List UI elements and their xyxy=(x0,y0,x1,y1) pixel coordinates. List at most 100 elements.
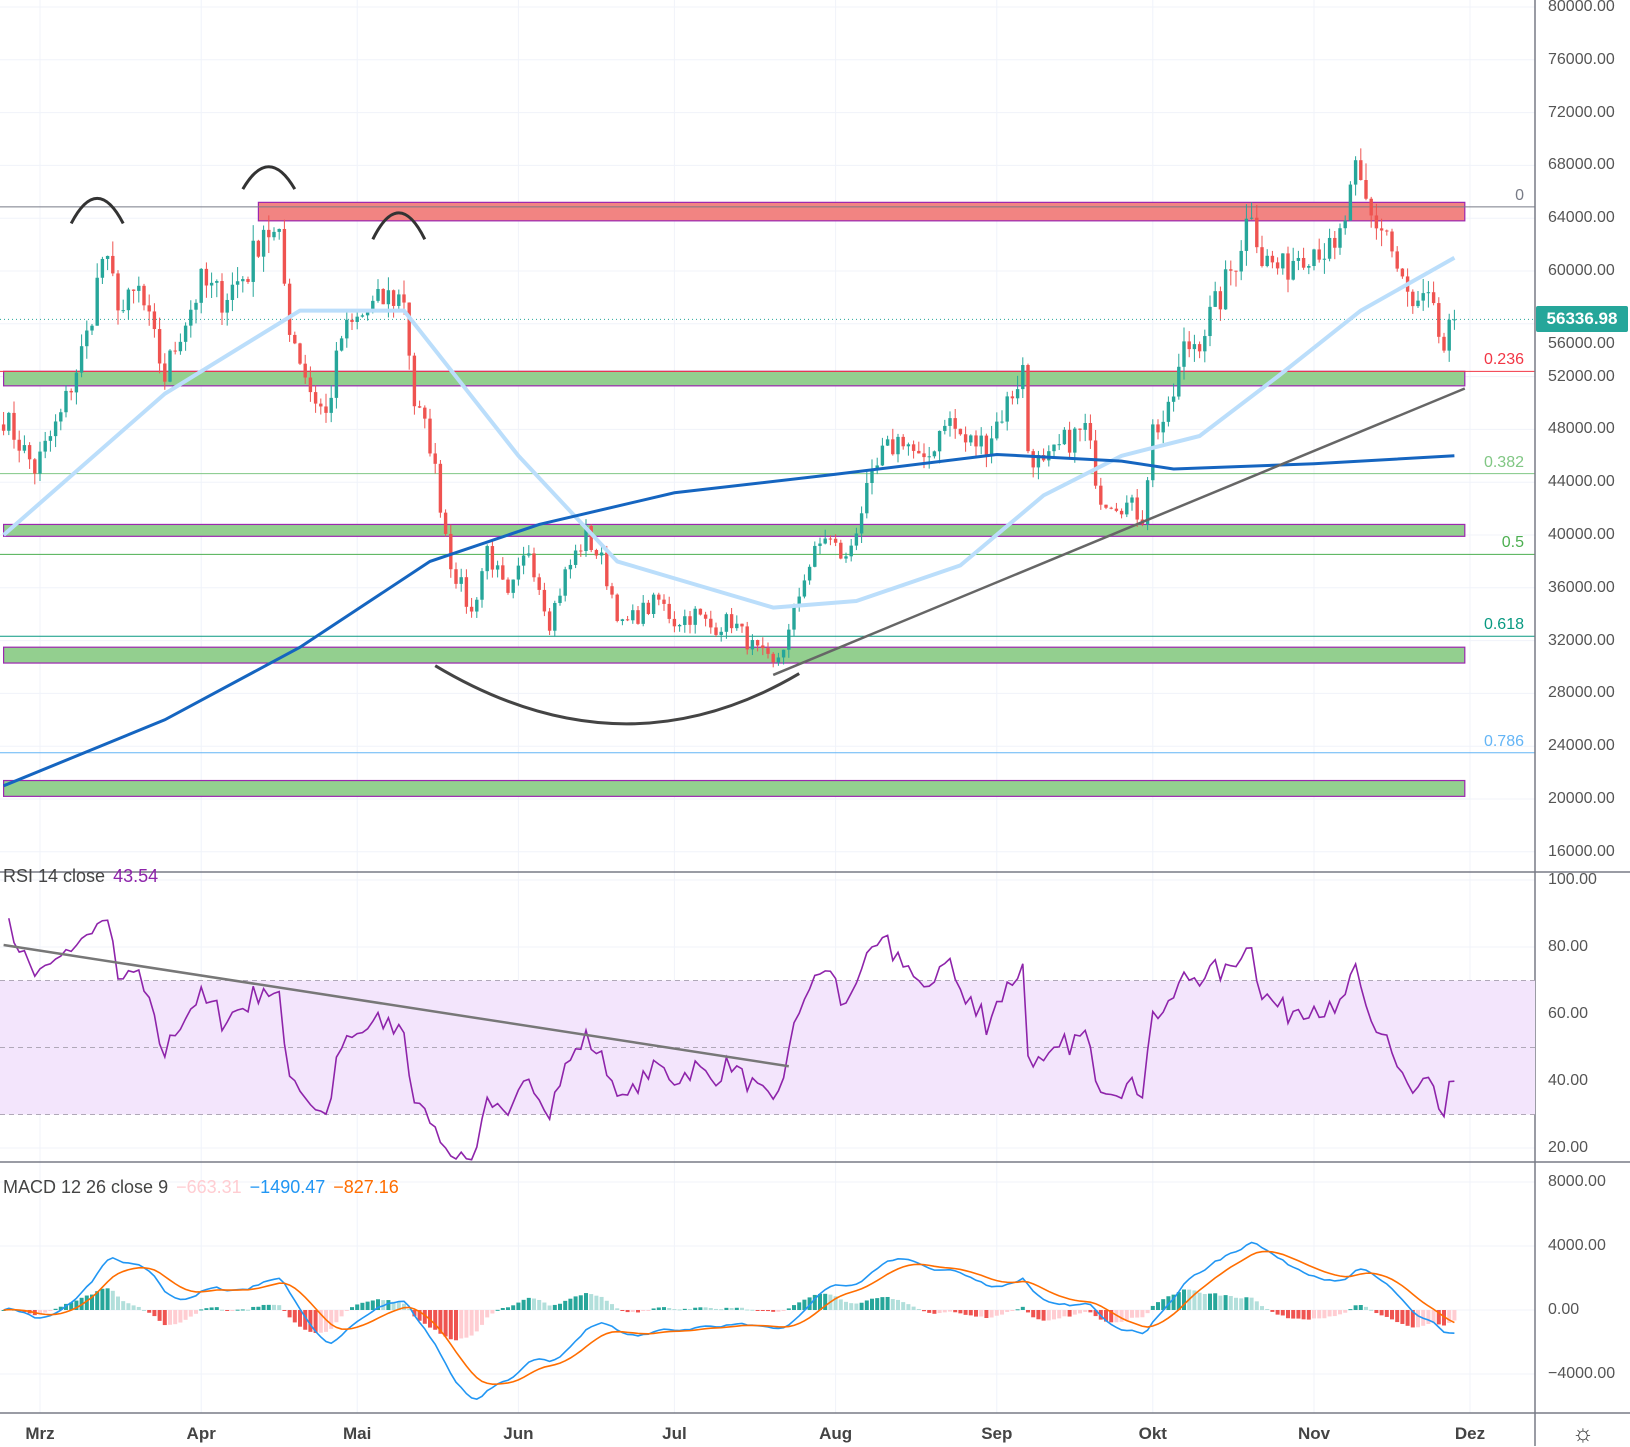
candle-body xyxy=(1317,249,1321,260)
candle-body xyxy=(225,299,229,313)
macd-histogram-bar xyxy=(1026,1310,1030,1313)
rsi-line xyxy=(8,918,1455,1161)
macd-histogram-bar xyxy=(693,1307,698,1310)
candle-body xyxy=(958,428,963,435)
macd-histogram-bar xyxy=(1005,1310,1010,1312)
candle-body xyxy=(230,284,235,300)
candle xyxy=(761,637,765,656)
candle xyxy=(261,225,266,272)
macd-histogram-bar xyxy=(422,1310,427,1324)
candle-body xyxy=(745,626,749,650)
rsi-axis-label: 100.00 xyxy=(1548,871,1597,888)
macd-histogram-bar xyxy=(563,1300,568,1310)
candle xyxy=(163,353,167,390)
candle xyxy=(469,597,474,618)
macd-histogram-bar xyxy=(204,1308,209,1310)
candle xyxy=(719,627,723,642)
macd-histogram-bar xyxy=(1140,1310,1145,1318)
candle-body xyxy=(573,550,578,565)
macd-histogram-bar xyxy=(1192,1290,1197,1310)
candle-body xyxy=(85,330,89,347)
candle xyxy=(709,610,713,634)
candle xyxy=(7,411,11,436)
candle xyxy=(1249,202,1254,220)
candle-body xyxy=(1400,268,1405,277)
macd-histogram-bar xyxy=(168,1310,172,1325)
candle xyxy=(537,573,541,596)
macd-histogram-bar xyxy=(131,1305,136,1310)
macd-histogram-bar xyxy=(885,1296,890,1310)
candle-body xyxy=(693,608,697,625)
macd-histogram-bar xyxy=(537,1299,542,1310)
macd-histogram-bar xyxy=(849,1303,854,1310)
candle xyxy=(958,428,963,436)
candle xyxy=(729,608,734,634)
candle-body xyxy=(1119,510,1124,515)
macd-histogram-bar xyxy=(974,1310,978,1317)
candle-body xyxy=(433,453,437,464)
candle xyxy=(1099,477,1103,510)
candle-body xyxy=(365,310,370,316)
macd-histogram-bar xyxy=(417,1310,422,1321)
candle xyxy=(131,289,136,304)
candle xyxy=(532,547,536,582)
candle-body xyxy=(750,640,755,650)
macd-histogram-bar xyxy=(256,1306,261,1310)
candle-body xyxy=(1109,507,1113,509)
macd-histogram-bar xyxy=(1078,1310,1082,1314)
candle-body xyxy=(277,228,281,232)
candle xyxy=(563,566,567,602)
macd-histogram-bar xyxy=(1213,1293,1218,1310)
candle xyxy=(287,278,292,342)
macd-histogram-bar xyxy=(604,1300,609,1310)
candle xyxy=(485,544,489,580)
candle xyxy=(672,611,677,633)
candle-body xyxy=(1010,396,1015,399)
candle-body xyxy=(1156,424,1160,433)
candle xyxy=(215,279,219,298)
price-zone xyxy=(2,523,1466,537)
candle-body xyxy=(979,435,983,447)
candle-body xyxy=(1057,444,1061,446)
candle xyxy=(1234,270,1238,287)
candle xyxy=(1073,426,1077,463)
candle xyxy=(1296,250,1301,271)
candle-body xyxy=(610,586,614,595)
price-axis-label: 32000.00 xyxy=(1548,631,1615,649)
candle xyxy=(1078,428,1082,442)
candle-body xyxy=(116,273,120,311)
candle-body xyxy=(469,606,474,612)
candle xyxy=(147,294,151,326)
macd-histogram-bar xyxy=(469,1310,474,1336)
settings-icon[interactable]: ☼ xyxy=(1572,1420,1594,1447)
candle xyxy=(1203,329,1207,363)
candle xyxy=(126,287,131,320)
candle-body xyxy=(100,258,105,278)
macd-histogram-bar xyxy=(464,1310,469,1338)
macd-histogram-bar xyxy=(246,1309,250,1311)
macd-histogram-bar xyxy=(740,1307,744,1310)
candle-body xyxy=(53,421,58,437)
candle xyxy=(121,299,125,314)
macd-histogram-bar xyxy=(989,1310,994,1318)
candle xyxy=(917,441,921,454)
candle-body xyxy=(454,569,458,584)
macd-histogram-bar xyxy=(922,1310,926,1312)
price-axis-label: 64000.00 xyxy=(1548,209,1615,227)
candle-body xyxy=(1322,258,1327,260)
candle-body xyxy=(313,392,318,404)
candle xyxy=(1369,196,1373,228)
macd-axis-label: 8000.00 xyxy=(1548,1173,1606,1190)
macd-histogram-bar xyxy=(474,1310,479,1332)
candle-body xyxy=(215,281,219,283)
macd-histogram-bar xyxy=(682,1308,687,1310)
candle xyxy=(1265,249,1269,268)
candle-body xyxy=(386,290,391,305)
candle xyxy=(1135,488,1139,527)
macd-histogram-bar xyxy=(194,1310,198,1314)
candle xyxy=(823,529,827,545)
candle-body xyxy=(235,281,240,285)
candle-body xyxy=(428,418,432,454)
candle-body xyxy=(1067,429,1072,453)
